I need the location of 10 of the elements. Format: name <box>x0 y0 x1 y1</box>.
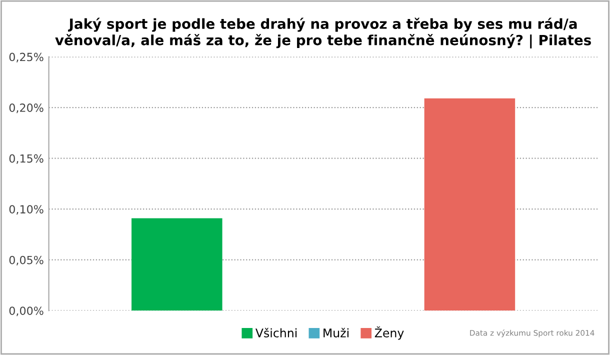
y-tick-label: 0,05% <box>9 256 44 266</box>
legend-label: Všichni <box>255 328 297 338</box>
y-tick-label: 0,00% <box>9 306 44 316</box>
y-tick-label: 0,20% <box>9 104 44 114</box>
legend-label: Muži <box>324 328 348 338</box>
legend-label: Ženy <box>374 326 404 340</box>
y-tick-label: 0,25% <box>9 52 44 62</box>
chart-title: Jaký sport je podle tebe drahý na provoz a třeba by ses mu rád/a věnoval/a, ale máš za to, že je pro tebe finančně neúnosný? | Pilates <box>55 18 591 48</box>
y-tick-label: 0,15% <box>9 154 44 164</box>
y-tick-label: 0,10% <box>9 205 44 215</box>
